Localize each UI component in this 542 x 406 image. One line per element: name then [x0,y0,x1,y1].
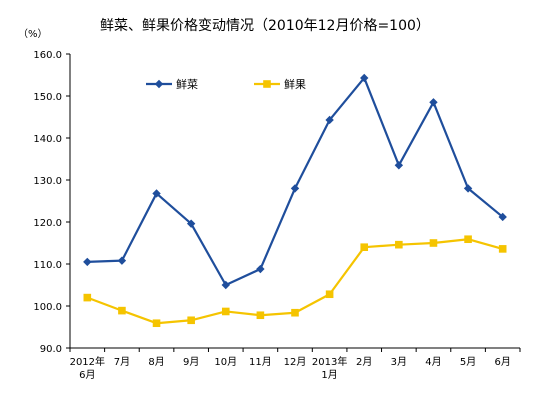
data-point [187,316,195,325]
data-point [221,307,230,316]
x-tick-label: 2012年 [70,355,105,368]
y-tick-label: 160.0 [33,50,62,61]
x-tick-label: 7月 [114,356,130,368]
x-tick-label: 2月 [356,356,372,368]
y-tick-label: 110.0 [33,260,62,271]
data-point [152,319,161,328]
data-point [117,256,127,265]
chart-title: 鲜菜、鲜果价格变动情况（2010年12月价格=100） [100,18,430,34]
legend: 鲜菜 鲜果 [146,77,306,91]
x-tick-label: 5月 [460,356,476,368]
x-tick-label: 1月 [321,369,337,381]
data-point [463,184,473,193]
series-layer [83,73,507,328]
legend-label: 鲜菜 [176,77,198,91]
x-tick-label: 3月 [391,356,407,368]
y-tick-label: 150.0 [33,92,62,103]
data-point [325,290,334,299]
data-point [186,219,196,228]
data-point [360,73,369,83]
y-tick-label: 90.0 [40,344,62,355]
data-point [429,239,438,247]
data-point [83,293,92,302]
data-point [256,311,265,320]
x-tick-label: 11月 [249,356,272,368]
y-tick-label: 120.0 [33,218,62,229]
x-tick-label: 8月 [148,356,164,368]
data-point [464,235,472,244]
x-tick-label: 9月 [183,356,199,368]
y-tick-label: 130.0 [33,176,62,187]
legend-label: 鲜果 [284,77,306,91]
data-point [83,257,92,267]
legend-marker [263,80,271,88]
y-axis-unit: （%） [18,28,48,40]
x-tick-label: 10月 [214,356,237,368]
y-tick-label: 100.0 [33,302,62,313]
data-point [118,306,126,315]
data-point [394,161,404,170]
data-point [498,212,507,222]
data-point [360,243,369,251]
x-tick-label: 6月 [495,356,511,368]
y-tick-label: 140.0 [33,134,62,145]
data-point [395,240,403,249]
x-tick-label: 4月 [425,356,441,368]
data-point [256,264,265,274]
legend-marker [154,79,164,89]
data-point [290,184,300,193]
data-point [152,189,161,198]
y-axis-ticks: 90.0 100.0 110.0 120.0 130.0 140.0 150.0 160.0 [33,50,70,355]
x-tick-label: 2013年 [312,355,347,368]
series-line-鲜菜 [87,76,504,287]
data-point [498,245,507,253]
data-point [325,115,334,125]
data-point [291,308,299,317]
data-point [429,98,438,107]
data-point [221,280,230,290]
x-tick-label: 6月 [79,369,95,381]
x-tick-label: 12月 [284,356,307,368]
